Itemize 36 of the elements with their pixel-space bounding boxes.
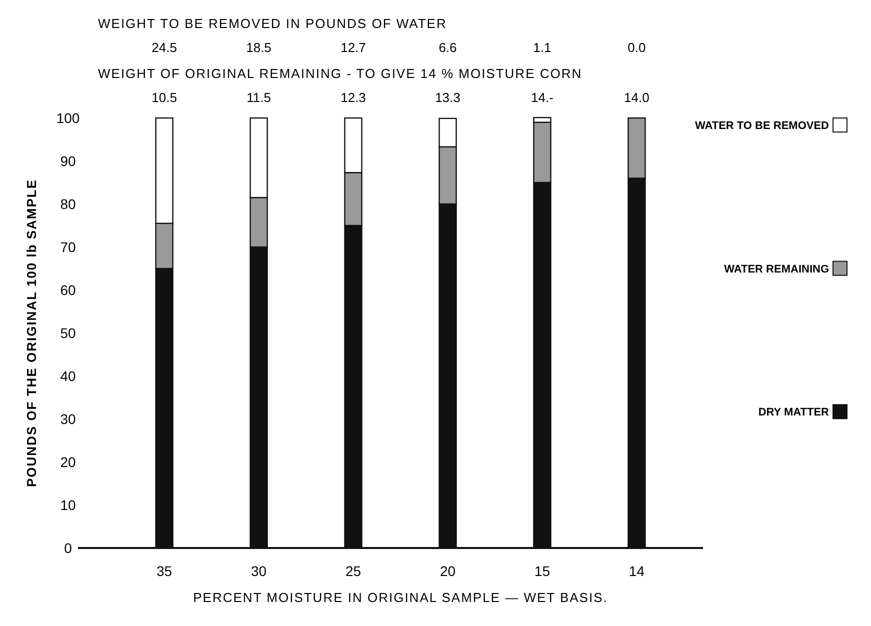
x-tick-label: 14 — [628, 563, 645, 579]
text: WEIGHT TO BE REMOVED IN POUNDS OF WATER — [98, 16, 447, 31]
text: WEIGHT OF ORIGINAL REMAINING - TO GIVE 14 % MOISTURE CORN — [98, 66, 582, 81]
text: 10.5 — [152, 90, 177, 105]
data-label: 1.1 — [533, 40, 552, 55]
y-tick-label: 70 — [60, 239, 76, 255]
y-tick-label: 0 — [64, 540, 72, 556]
legend-label: DRY MATTER — [758, 406, 830, 419]
text: 14.0 — [624, 90, 650, 105]
y-tick-label: 80 — [60, 196, 76, 212]
x-tick-label: 25 — [345, 563, 362, 579]
y-tick-label: 60 — [60, 282, 76, 298]
x-tick-label: 30 — [250, 563, 267, 579]
text: 12.3 — [340, 90, 366, 105]
y-tick-label: 30 — [60, 411, 76, 427]
x-tick-label: 35 — [156, 563, 172, 579]
y-tick-label: 90 — [60, 153, 76, 169]
text: 13.3 — [435, 90, 460, 105]
data-label: 12.7 — [340, 40, 366, 55]
y-tick-label: 20 — [60, 454, 76, 470]
x-tick-label: 15 — [534, 563, 550, 579]
text: 11.5 — [246, 90, 271, 105]
legend-label: WATER REMAINING — [724, 263, 829, 276]
legend-label: WATER TO BE REMOVED — [694, 120, 830, 132]
data-label: 24.5 — [152, 40, 177, 55]
y-tick-label: 40 — [60, 368, 76, 384]
y-tick-label: 100 — [56, 110, 80, 126]
y-tick-label: 50 — [60, 325, 76, 341]
y-tick-label: 10 — [60, 497, 76, 513]
x-axis-title: PERCENT MOISTURE IN ORIGINAL SAMPLE — WET BASIS. — [193, 590, 608, 605]
data-label: 18.5 — [246, 40, 272, 55]
data-label: 0.0 — [628, 40, 646, 55]
data-label: 6.6 — [438, 40, 457, 55]
text: 14.- — [531, 90, 554, 105]
x-tick-label: 20 — [440, 563, 456, 579]
y-axis-title: POUNDS OF THE ORIGINAL 100 lb SAMPLE — [24, 178, 39, 488]
